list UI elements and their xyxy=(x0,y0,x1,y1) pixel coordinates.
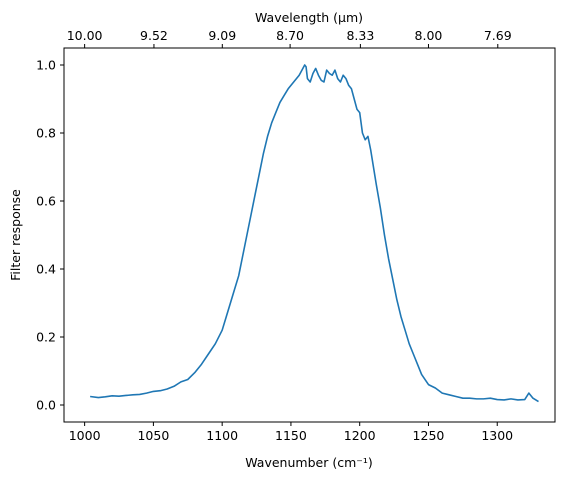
x-tick-label: 1050 xyxy=(137,428,169,443)
y-axis: 0.0 0.2 0.4 0.6 0.8 1.0 xyxy=(36,58,64,413)
y-tick-label: 1.0 xyxy=(36,58,56,73)
top-tick-label: 7.69 xyxy=(484,28,512,43)
x-tick-label: 1150 xyxy=(275,428,307,443)
series-layer xyxy=(90,64,539,403)
x-tick-label: 1100 xyxy=(206,428,238,443)
x-tick-label: 1200 xyxy=(344,428,376,443)
y-tick-label: 0.4 xyxy=(36,262,56,277)
top-tick-label: 10.00 xyxy=(67,28,103,43)
top-tick-label: 8.33 xyxy=(346,28,374,43)
filter-response-line xyxy=(90,64,539,403)
x-tick-label: 1000 xyxy=(69,428,101,443)
y-tick-label: 0.2 xyxy=(36,330,56,345)
y-axis-label: Filter response xyxy=(8,189,23,281)
x-tick-label: 1300 xyxy=(481,428,513,443)
top-tick-label: 9.52 xyxy=(140,28,168,43)
top-tick-label: 8.00 xyxy=(415,28,443,43)
bottom-x-axis: 1000 1050 1100 1150 1200 1250 1300 xyxy=(69,422,513,443)
y-tick-label: 0.0 xyxy=(36,398,56,413)
x-tick-label: 1250 xyxy=(413,428,445,443)
top-x-axis: 10.00 9.52 9.09 8.70 8.33 8.00 7.69 xyxy=(67,28,512,48)
top-tick-label: 8.70 xyxy=(276,28,304,43)
y-tick-label: 0.6 xyxy=(36,194,56,209)
top-x-axis-label: Wavelength (μm) xyxy=(255,10,363,25)
y-tick-label: 0.8 xyxy=(36,126,56,141)
x-axis-label: Wavenumber (cm⁻¹) xyxy=(245,455,372,470)
plot-frame xyxy=(63,47,556,423)
top-tick-label: 9.09 xyxy=(208,28,236,43)
